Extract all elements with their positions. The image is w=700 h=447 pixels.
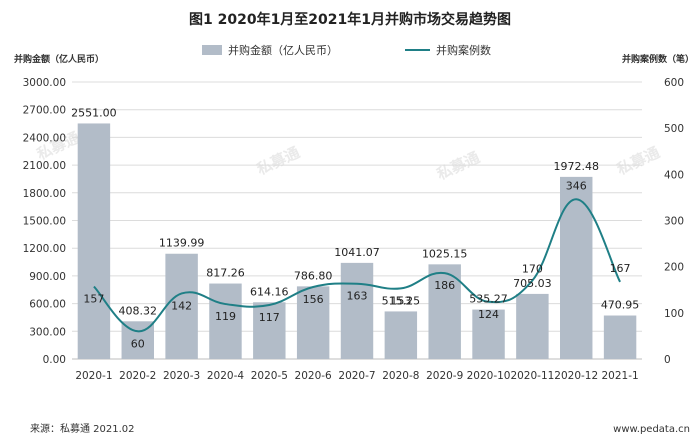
- chart-title: 图1 2020年1月至2021年1月并购市场交易趋势图: [189, 11, 511, 28]
- left-tick-label: 2100.00: [23, 160, 66, 172]
- bar-value-label: 535.27: [469, 293, 508, 306]
- line-data-labels: 157 60 142 119 117 156 163 153 186 124 170 346 167: [83, 179, 630, 350]
- watermark-text: 私募通: [253, 143, 302, 179]
- line-value-label: 153: [390, 294, 411, 307]
- website-note: www.pedata.cn: [613, 424, 690, 435]
- right-tick-label: 500: [664, 123, 684, 135]
- bar-value-label: 2551.00: [71, 106, 117, 119]
- left-tick-label: 1500.00: [23, 216, 66, 228]
- category-label: 2020-3: [163, 370, 200, 382]
- x-axis-categories: 2020-1 2020-2 2020-3 2020-4 2020-5 2020-6 2020…: [75, 370, 638, 382]
- category-label: 2020-7: [338, 370, 375, 382]
- right-tick-label: 0: [664, 354, 671, 366]
- bar-value-label: 1139.99: [159, 237, 205, 250]
- bar-value-label: 817.26: [206, 267, 245, 280]
- category-label: 2020-5: [251, 370, 288, 382]
- legend: 并购金额（亿人民币） 并购案例数: [202, 43, 491, 57]
- bar: [516, 293, 549, 359]
- watermark-text: 私募通: [433, 148, 482, 184]
- line-series: [93, 198, 621, 333]
- line-value-label: 142: [171, 299, 192, 312]
- line-value-label: 119: [215, 310, 236, 323]
- line-value-label: 60: [131, 337, 145, 350]
- bar-value-label: 786.80: [294, 269, 333, 282]
- series-line: [93, 198, 621, 333]
- left-axis-title: 并购金额（亿人民币）: [14, 53, 104, 65]
- bar-value-label: 705.03: [513, 277, 552, 290]
- line-value-label: 156: [303, 293, 324, 306]
- left-tick-label: 1800.00: [23, 188, 66, 200]
- line-value-label: 163: [347, 290, 368, 303]
- bar-value-label: 614.16: [250, 285, 289, 298]
- left-tick-label: 3000.00: [23, 77, 66, 89]
- bar: [253, 302, 286, 359]
- bar: [209, 283, 242, 359]
- bar-value-label: 470.95: [601, 299, 640, 312]
- category-label: 2020-10: [467, 370, 511, 382]
- category-label: 2020-8: [382, 370, 419, 382]
- category-label: 2020-9: [426, 370, 463, 382]
- bar: [603, 315, 637, 359]
- category-label: 2020-1: [75, 370, 112, 382]
- right-tick-label: 200: [664, 262, 684, 274]
- right-tick-label: 300: [664, 216, 684, 228]
- category-label: 2020-6: [295, 370, 333, 382]
- legend-bar-label: 并购金额（亿人民币）: [228, 43, 338, 57]
- bar-value-label: 1041.07: [334, 246, 380, 259]
- line-value-label: 167: [610, 262, 631, 275]
- right-tick-label: 100: [664, 308, 684, 320]
- line-value-label: 186: [434, 279, 455, 292]
- bar-data-labels: 2551.00408.321139.99817.26614.16786.8010…: [71, 106, 639, 317]
- category-label: 2020-4: [207, 370, 245, 382]
- bar-value-label: 408.32: [119, 304, 158, 317]
- left-tick-label: 900.00: [29, 271, 66, 283]
- bar: [296, 286, 330, 359]
- bar-series: [77, 123, 637, 359]
- right-axis-title: 并购案例数（笔）: [622, 53, 694, 65]
- left-tick-label: 1200.00: [23, 243, 66, 255]
- left-tick-label: 2400.00: [23, 132, 66, 144]
- source-note: 来源：私募通 2021.02: [30, 422, 135, 435]
- line-value-label: 346: [566, 179, 587, 192]
- category-label: 2020-12: [554, 370, 598, 382]
- line-value-label: 124: [478, 308, 499, 321]
- left-tick-label: 300.00: [29, 326, 66, 338]
- legend-line-label: 并购案例数: [436, 43, 491, 57]
- bar: [165, 253, 198, 359]
- bar: [340, 262, 374, 359]
- category-label: 2020-11: [510, 370, 554, 382]
- left-tick-label: 2700.00: [23, 105, 66, 117]
- category-label: 2021-1: [601, 370, 638, 382]
- bar-value-label: 1025.15: [422, 247, 468, 260]
- left-axis-ticks: 3000.00 2700.00 2400.00 2100.00 1800.00 1500.…: [23, 77, 66, 366]
- left-tick-label: 600.00: [29, 299, 66, 311]
- watermarks: 私募通 私募通 私募通 私募通: [33, 128, 662, 184]
- watermark-text: 私募通: [613, 143, 662, 179]
- bar: [428, 264, 461, 359]
- left-tick-label: 0.00: [43, 354, 66, 366]
- bar-value-label: 1972.48: [553, 160, 599, 173]
- right-tick-label: 600: [664, 77, 684, 89]
- bar: [560, 176, 593, 359]
- right-axis-ticks: 600 500 400 300 200 100 0: [664, 77, 684, 366]
- bar: [472, 309, 505, 359]
- legend-bar-swatch: [202, 45, 222, 55]
- bar: [77, 123, 111, 359]
- bar-value-label: 515.25: [382, 294, 421, 307]
- category-label: 2020-2: [119, 370, 156, 382]
- bar: [384, 311, 418, 359]
- right-tick-label: 400: [664, 169, 684, 181]
- line-value-label: 157: [83, 293, 104, 306]
- line-value-label: 170: [522, 263, 543, 276]
- line-value-label: 117: [259, 311, 280, 324]
